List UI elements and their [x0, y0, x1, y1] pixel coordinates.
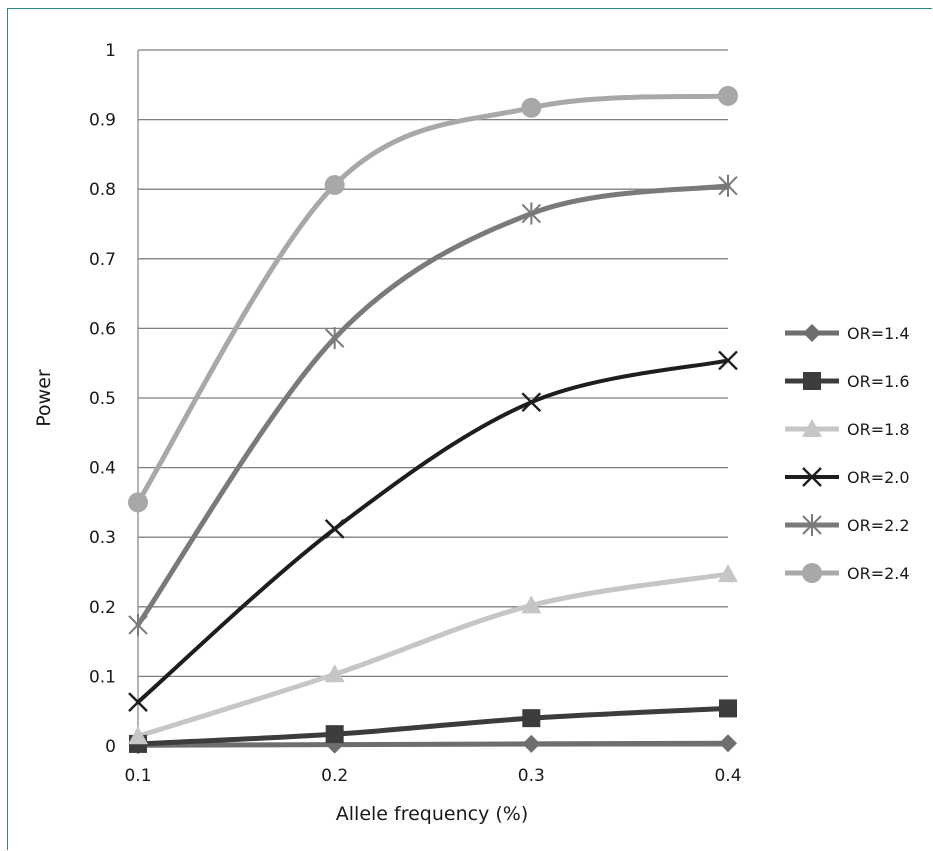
data-point — [128, 726, 148, 745]
y-tick-label: 0.9 — [89, 111, 116, 131]
data-point — [521, 595, 542, 614]
chart-frame — [7, 8, 932, 850]
y-tick-label: 0.3 — [89, 528, 116, 548]
legend-marker — [802, 467, 822, 487]
data-point — [324, 175, 345, 196]
series-line-1 — [135, 740, 731, 748]
data-point — [718, 174, 738, 197]
y-tick-label: 0.5 — [89, 389, 116, 409]
legend: OR=1.4 OR=1.6 OR=1.8 OR=2.0 OR=2.2 OR=2.4 — [785, 324, 910, 583]
series-line-4 — [136, 358, 730, 705]
series-line-2 — [135, 705, 731, 747]
legend-marker — [802, 419, 822, 437]
series-line-5 — [135, 183, 731, 628]
data-point — [719, 699, 737, 718]
legend-label: OR=2.0 — [847, 468, 910, 487]
series-line-3 — [135, 571, 731, 739]
data-point — [128, 492, 148, 513]
x-tick-labels: 0.1 0.2 0.3 0.4 — [124, 766, 741, 786]
x-tick-label: 0.3 — [518, 766, 545, 786]
x-tick-label: 0.4 — [714, 766, 741, 786]
data-point — [719, 734, 737, 753]
y-tick-label: 1 — [105, 41, 116, 61]
data-point — [521, 392, 542, 413]
legend-marker — [803, 372, 821, 390]
y-tick-label: 0 — [105, 737, 116, 757]
legend-label: OR=1.4 — [847, 324, 910, 343]
legend-label: OR=2.4 — [847, 564, 910, 583]
data-point — [324, 327, 345, 350]
data-point — [521, 202, 542, 225]
data-point — [128, 692, 148, 713]
data-point — [521, 97, 542, 118]
data-point — [128, 613, 148, 636]
legend-marker — [802, 514, 822, 536]
y-tick-label: 0.6 — [89, 319, 116, 339]
data-point — [522, 734, 541, 753]
legend-label: OR=1.8 — [847, 420, 910, 439]
series-line-6 — [135, 93, 731, 505]
y-axis-title: Power — [33, 369, 55, 427]
data-point — [522, 709, 541, 728]
legend-marker — [802, 563, 822, 583]
data-point — [718, 85, 738, 106]
x-tick-label: 0.1 — [124, 766, 151, 786]
series-markers — [128, 85, 738, 755]
x-tick-label: 0.2 — [321, 766, 348, 786]
data-point — [325, 725, 344, 744]
legend-label: OR=2.2 — [847, 516, 910, 535]
y-tick-label: 0.2 — [89, 598, 116, 618]
y-tick-label: 0.7 — [89, 250, 116, 270]
data-point — [718, 564, 738, 583]
data-point — [718, 350, 738, 371]
legend-label: OR=1.6 — [847, 372, 910, 391]
series-lines — [135, 93, 731, 748]
legend-marker — [803, 324, 821, 342]
data-point — [324, 664, 345, 683]
y-tick-label: 0.8 — [89, 180, 116, 200]
y-tick-label: 0.4 — [89, 459, 116, 479]
y-tick-label: 0.1 — [89, 667, 116, 687]
data-point — [324, 518, 345, 539]
y-tick-labels: 0 0.1 0.2 0.3 0.4 0.5 0.6 0.7 0.8 0.9 1 — [89, 41, 116, 757]
x-axis-title: Allele frequency (%) — [336, 803, 528, 825]
gridlines — [138, 49, 728, 678]
